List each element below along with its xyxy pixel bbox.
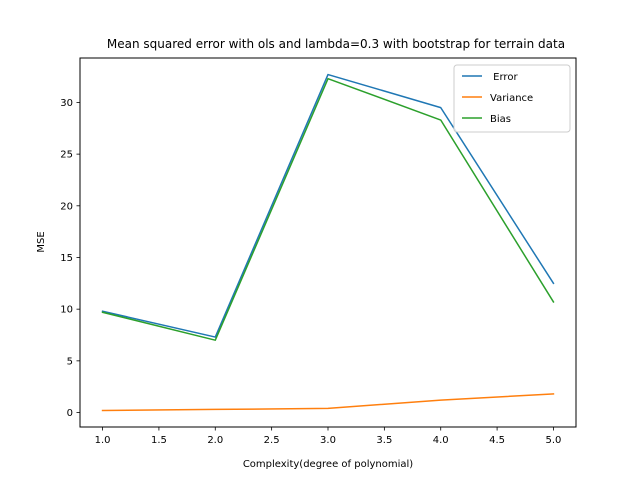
y-tick-label: 20: [60, 201, 73, 212]
x-tick-label: 1.5: [151, 435, 167, 446]
legend-label-bias: Bias: [490, 114, 511, 125]
x-tick-label: 3.5: [376, 435, 392, 446]
x-tick-label: 4.5: [489, 435, 505, 446]
x-axis-label: Complexity(degree of polynomial): [243, 459, 413, 470]
legend-label-error: Error: [490, 72, 518, 83]
x-tick-label: 5.0: [546, 435, 562, 446]
series-line-variance: [101, 393, 555, 412]
series-line-error: [101, 73, 555, 338]
x-axis-ticks: 1.0 1.5 2.0 2.5 3.0 3.5 4.0 4.5 5.0: [95, 427, 562, 446]
legend-label-variance: Variance: [490, 93, 533, 104]
y-axis-label: MSE: [36, 231, 47, 252]
y-tick-label: 30: [60, 98, 73, 109]
y-tick-label: 15: [60, 253, 73, 264]
y-tick-label: 0: [67, 408, 73, 419]
x-tick-label: 3.0: [320, 435, 336, 446]
y-tick-label: 25: [60, 150, 73, 161]
x-tick-label: 4.0: [433, 435, 449, 446]
series-layer: [101, 73, 555, 412]
series-line-bias: [101, 77, 555, 341]
x-tick-label: 2.5: [264, 435, 280, 446]
chart-title: Mean squared error with ols and lambda=0…: [107, 37, 565, 51]
legend: Error Variance Bias: [453, 64, 571, 133]
y-axis-ticks: 0 5 10 15 20 25 30: [60, 98, 80, 419]
x-tick-label: 1.0: [95, 435, 111, 446]
y-tick-label: 10: [60, 305, 73, 316]
legend-box: [453, 64, 571, 133]
y-tick-label: 5: [67, 356, 73, 367]
x-tick-label: 2.0: [207, 435, 223, 446]
